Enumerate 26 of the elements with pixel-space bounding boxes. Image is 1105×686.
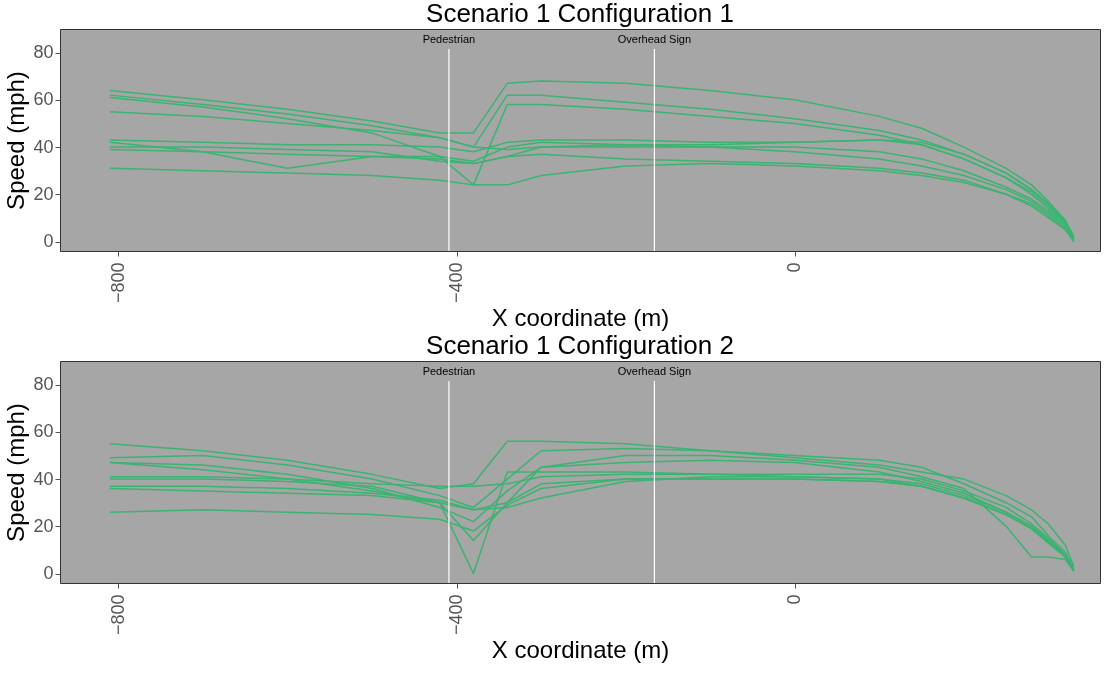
- y-tick-label: 0: [43, 231, 54, 252]
- chart-title: Scenario 1 Configuration 2: [426, 330, 734, 360]
- y-tick-label: 60: [33, 421, 54, 442]
- y-tick-label: 80: [33, 374, 54, 395]
- y-tick-label: 60: [33, 89, 54, 110]
- y-tick-label: 20: [33, 515, 54, 536]
- y-tick-label: 40: [33, 468, 54, 489]
- x-tick-label: −400: [446, 262, 467, 304]
- x-tick-label: −800: [107, 594, 128, 636]
- x-tick-label: 0: [784, 262, 805, 273]
- ref-line-label: Pedestrian: [422, 33, 476, 45]
- y-axis-title: Speed (mph): [2, 71, 30, 210]
- y-tick-label: 40: [33, 136, 54, 157]
- y-tick-label: 20: [33, 183, 54, 204]
- y-axis-title: Speed (mph): [2, 403, 30, 542]
- x-axis-title: X coordinate (m): [491, 636, 670, 664]
- x-tick-label: 0: [784, 594, 805, 605]
- y-tick-label: 80: [33, 42, 54, 63]
- chart-title: Scenario 1 Configuration 1: [426, 0, 734, 28]
- x-tick-label: −400: [446, 594, 467, 636]
- ref-line-label: Overhead Sign: [617, 365, 692, 377]
- ref-line-label: Overhead Sign: [617, 33, 692, 45]
- x-tick-label: −800: [107, 262, 128, 304]
- x-axis-title: X coordinate (m): [491, 304, 670, 332]
- ref-line-label: Pedestrian: [422, 365, 476, 377]
- y-tick-label: 0: [43, 563, 54, 584]
